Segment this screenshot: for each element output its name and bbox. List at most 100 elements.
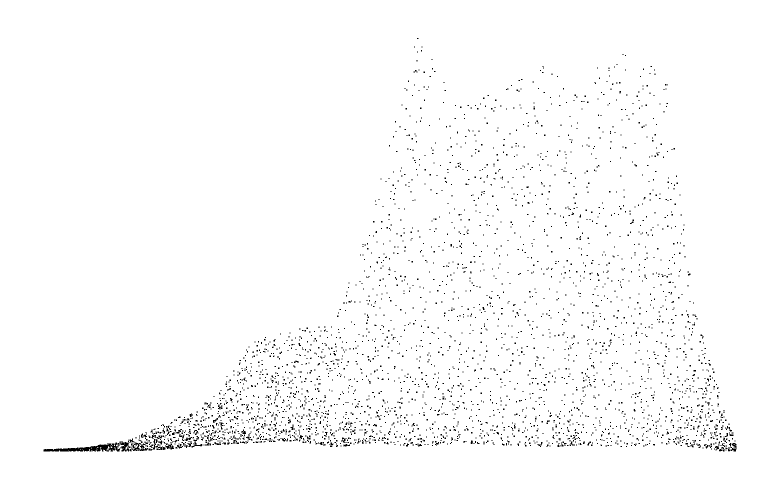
scatter-point xyxy=(288,404,291,406)
scatter-point xyxy=(542,65,544,67)
scatter-point xyxy=(195,439,197,442)
scatter-point xyxy=(411,137,414,140)
scatter-point xyxy=(443,441,445,443)
scatter-point xyxy=(160,441,162,443)
scatter-point xyxy=(461,332,463,334)
scatter-point xyxy=(362,335,365,337)
scatter-point xyxy=(435,443,437,446)
scatter-point xyxy=(243,357,245,359)
scatter-point xyxy=(309,428,311,430)
scatter-point xyxy=(282,438,284,440)
scatter-point xyxy=(118,444,120,446)
scatter-point xyxy=(283,430,285,432)
scatter-point xyxy=(406,134,408,137)
scatter-point xyxy=(102,446,105,448)
scatter-point xyxy=(133,444,135,446)
scatter-point xyxy=(90,448,93,451)
scatter-point xyxy=(631,417,634,419)
scatter-point xyxy=(419,236,421,238)
scatter-point xyxy=(349,437,351,439)
scatter-point xyxy=(486,224,488,226)
scatter-point xyxy=(693,426,695,428)
scatter-point xyxy=(732,443,734,445)
scatter-point xyxy=(592,312,594,314)
scatter-point xyxy=(209,440,211,442)
scatter-point xyxy=(263,441,265,443)
scatter-point xyxy=(400,275,402,278)
scatter-point xyxy=(159,445,161,447)
scatter-point xyxy=(353,439,355,441)
scatter-point xyxy=(705,447,707,449)
scatter-point xyxy=(612,126,614,128)
scatter-point xyxy=(280,421,283,423)
scatter-point xyxy=(653,95,655,97)
scatter-point xyxy=(221,422,223,424)
scatter-point xyxy=(329,425,331,427)
scatter-point xyxy=(88,447,90,449)
scatter-point xyxy=(433,377,435,379)
scatter-point xyxy=(121,444,123,446)
scatter-point xyxy=(410,191,412,193)
scatter-point xyxy=(113,448,116,450)
scatter-point xyxy=(223,442,225,444)
scatter-point xyxy=(394,380,396,382)
scatter-point xyxy=(219,443,221,445)
scatter-point xyxy=(266,348,268,351)
scatter-point xyxy=(451,184,453,186)
scatter-point xyxy=(702,405,704,407)
scatter-point xyxy=(276,394,278,396)
scatter-point xyxy=(190,417,192,420)
scatter-point xyxy=(731,430,733,432)
scatter-point xyxy=(571,443,573,445)
scatter-point xyxy=(420,296,422,299)
scatter-point xyxy=(174,429,176,431)
scatter-point xyxy=(638,293,640,295)
scatter-point xyxy=(230,438,233,441)
scatter-point xyxy=(282,382,284,385)
scatter-point xyxy=(562,88,564,90)
scatter-point xyxy=(166,426,168,428)
scatter-point xyxy=(420,249,423,252)
scatter-point xyxy=(355,347,357,349)
scatter-point xyxy=(183,434,185,436)
scatter-point xyxy=(528,370,531,372)
scatter-point xyxy=(532,407,534,409)
scatter-point xyxy=(462,371,464,373)
scatter-point xyxy=(343,351,345,353)
scatter-point xyxy=(219,397,221,399)
scatter-point xyxy=(291,344,293,346)
scatter-point xyxy=(294,396,296,398)
scatter-point xyxy=(215,420,217,422)
scatter-point xyxy=(112,445,114,447)
scatter-point xyxy=(547,444,549,446)
scatter-point xyxy=(195,420,197,422)
scatter-point xyxy=(229,379,231,381)
scatter-point xyxy=(423,86,425,88)
scatter-point xyxy=(639,392,641,394)
scatter-point xyxy=(294,366,296,368)
scatter-point xyxy=(103,447,105,449)
scatter-point xyxy=(209,425,211,427)
scatter-point xyxy=(639,312,641,315)
scatter-point xyxy=(237,424,239,427)
scatter-point xyxy=(667,432,669,434)
scatter-point xyxy=(527,269,529,271)
scatter-point xyxy=(475,386,477,388)
scatter-point xyxy=(372,357,375,360)
scatter-point xyxy=(450,336,452,338)
scatter-point xyxy=(309,415,311,417)
scatter-point xyxy=(406,419,408,421)
scatter-point xyxy=(479,421,481,423)
scatter-point xyxy=(329,443,331,445)
scatter-point xyxy=(374,347,377,349)
scatter-point xyxy=(101,447,103,450)
scatter-point xyxy=(84,448,86,450)
scatter-point xyxy=(223,414,226,416)
scatter-point xyxy=(571,139,573,141)
scatter-point xyxy=(217,432,219,434)
scatter-point xyxy=(503,444,505,446)
scatter-point xyxy=(576,386,578,388)
scatter-point xyxy=(289,421,291,423)
scatter-point xyxy=(179,425,181,427)
scatter-point xyxy=(190,413,192,415)
